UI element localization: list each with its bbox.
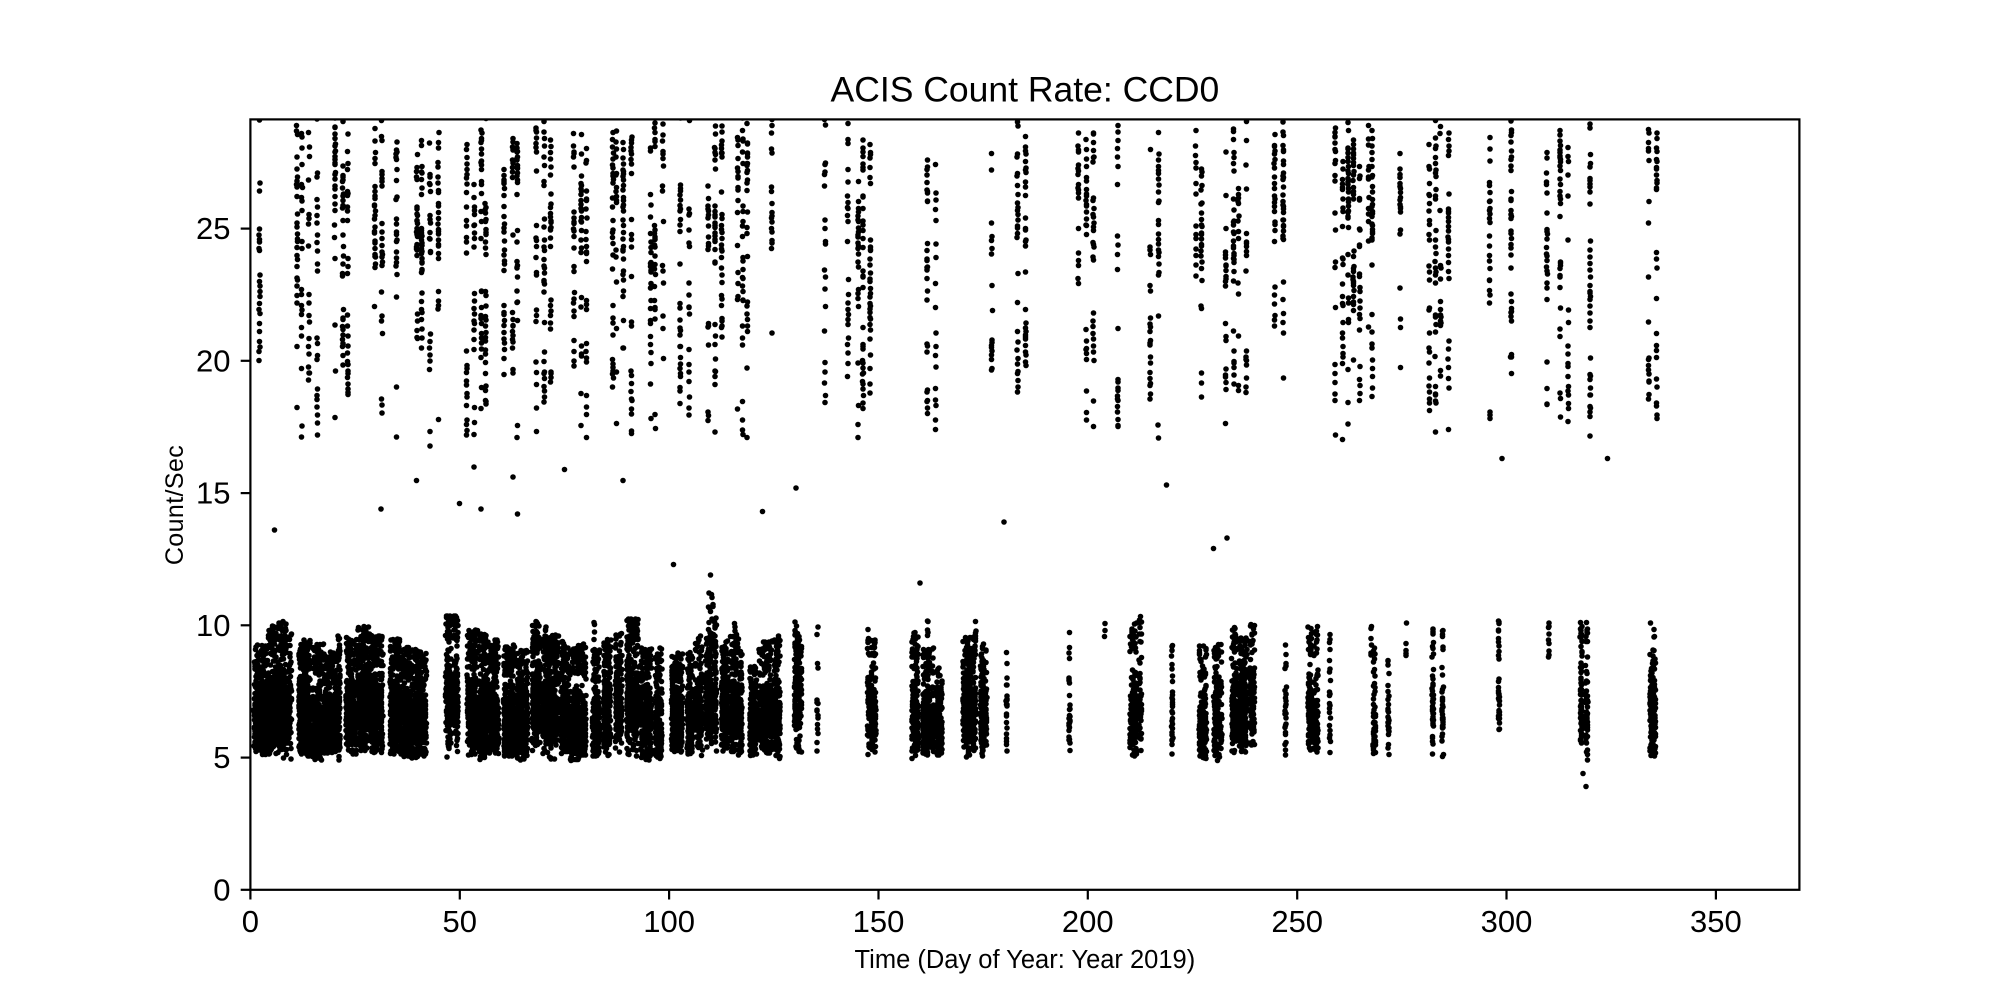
svg-text:5: 5: [213, 740, 230, 775]
svg-text:Count/Sec: Count/Sec: [161, 445, 189, 565]
svg-text:150: 150: [853, 904, 905, 939]
svg-text:25: 25: [196, 211, 230, 246]
svg-text:200: 200: [1062, 904, 1114, 939]
svg-text:300: 300: [1481, 904, 1533, 939]
svg-text:0: 0: [242, 904, 259, 939]
svg-text:100: 100: [643, 904, 695, 939]
svg-text:Time (Day of Year: Year 2019): Time (Day of Year: Year 2019): [855, 946, 1196, 974]
svg-text:0: 0: [213, 872, 230, 907]
svg-text:250: 250: [1271, 904, 1323, 939]
svg-text:ACIS Count Rate: CCD0: ACIS Count Rate: CCD0: [831, 70, 1220, 110]
svg-text:50: 50: [443, 904, 477, 939]
svg-text:350: 350: [1690, 904, 1742, 939]
svg-text:20: 20: [196, 343, 230, 378]
svg-text:15: 15: [196, 476, 230, 511]
svg-text:10: 10: [196, 608, 230, 643]
